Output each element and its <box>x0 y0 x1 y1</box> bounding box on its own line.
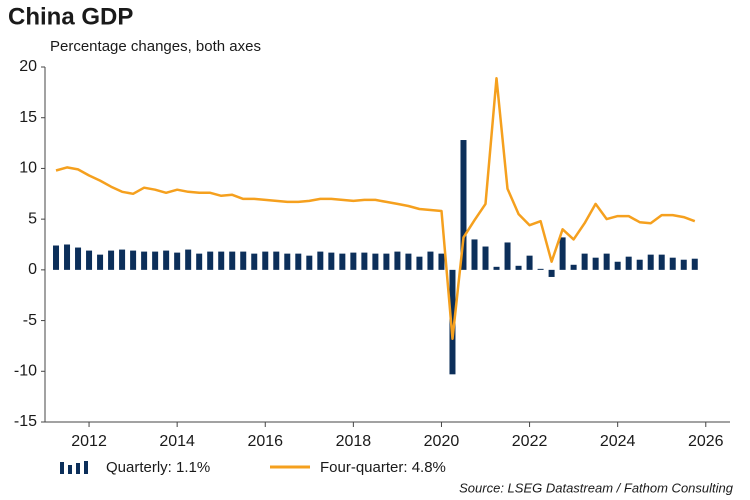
bar <box>251 253 258 270</box>
bar <box>449 269 456 375</box>
bar <box>592 257 599 270</box>
bar <box>141 251 148 270</box>
bar <box>570 264 577 270</box>
bar <box>394 251 401 270</box>
bar <box>163 250 170 270</box>
x-tick-label: 2024 <box>600 433 636 450</box>
bar <box>317 251 324 270</box>
bar <box>614 261 621 270</box>
y-tick-label: 15 <box>19 109 37 126</box>
bar <box>493 266 500 270</box>
y-tick-label: 20 <box>19 58 37 75</box>
bar <box>207 251 214 270</box>
bar <box>548 269 555 277</box>
bar <box>405 253 412 270</box>
bar <box>284 253 291 270</box>
bar <box>229 251 236 270</box>
x-tick-label: 2012 <box>71 433 107 450</box>
y-tick-label: -15 <box>14 413 37 430</box>
legend-label: Four-quarter: 4.8% <box>320 459 446 476</box>
y-tick-label: 10 <box>19 160 37 177</box>
bar <box>691 258 698 270</box>
legend-label: Quarterly: 1.1% <box>106 459 210 476</box>
x-tick-label: 2026 <box>688 433 724 450</box>
y-tick-label: -10 <box>14 363 37 380</box>
bar <box>658 254 665 270</box>
bar <box>680 259 687 270</box>
bar <box>97 254 104 270</box>
bar <box>152 251 159 270</box>
bar <box>482 246 489 270</box>
bar <box>581 253 588 270</box>
bar <box>416 256 423 270</box>
bar <box>75 247 82 270</box>
bar <box>174 252 181 270</box>
bar <box>185 249 192 270</box>
bar <box>119 249 126 270</box>
bar <box>537 268 544 270</box>
bar <box>526 255 533 270</box>
line <box>55 76 696 341</box>
x-tick-label: 2022 <box>512 433 548 450</box>
chart-subtitle: Percentage changes, both axes <box>50 38 261 55</box>
bar <box>636 259 643 270</box>
bar <box>504 242 511 270</box>
bar <box>86 250 93 270</box>
x-tick-label: 2016 <box>247 433 283 450</box>
bar <box>262 251 269 270</box>
bar <box>130 250 137 270</box>
bar <box>438 253 445 270</box>
bar <box>328 252 335 270</box>
bar <box>53 245 60 270</box>
bar <box>108 250 115 270</box>
bar <box>383 253 390 270</box>
bar <box>361 252 368 270</box>
bar <box>240 251 247 270</box>
bar <box>471 239 478 270</box>
y-tick-label: 0 <box>28 261 37 278</box>
bar <box>559 237 566 270</box>
y-tick-label: -5 <box>23 312 37 329</box>
bar <box>460 140 467 270</box>
bar <box>427 251 434 270</box>
bar <box>306 255 313 270</box>
bar <box>196 253 203 270</box>
source: Source: LSEG Datastream / Fathom Consult… <box>459 480 734 495</box>
bar <box>515 265 522 270</box>
bar <box>339 253 346 270</box>
bar <box>647 254 654 270</box>
legend-bar-icon <box>60 461 88 474</box>
x-tick-label: 2014 <box>159 433 195 450</box>
x-tick-label: 2018 <box>336 433 372 450</box>
bar <box>669 257 676 270</box>
y-tick-label: 5 <box>28 210 37 227</box>
bar <box>350 252 357 270</box>
bar <box>218 251 225 270</box>
chart-title: China GDP <box>8 3 133 30</box>
bar <box>273 251 280 270</box>
bar <box>625 256 632 270</box>
bar <box>603 253 610 270</box>
bar <box>372 253 379 270</box>
bar <box>64 244 71 270</box>
bar <box>295 253 302 270</box>
x-tick-label: 2020 <box>424 433 460 450</box>
